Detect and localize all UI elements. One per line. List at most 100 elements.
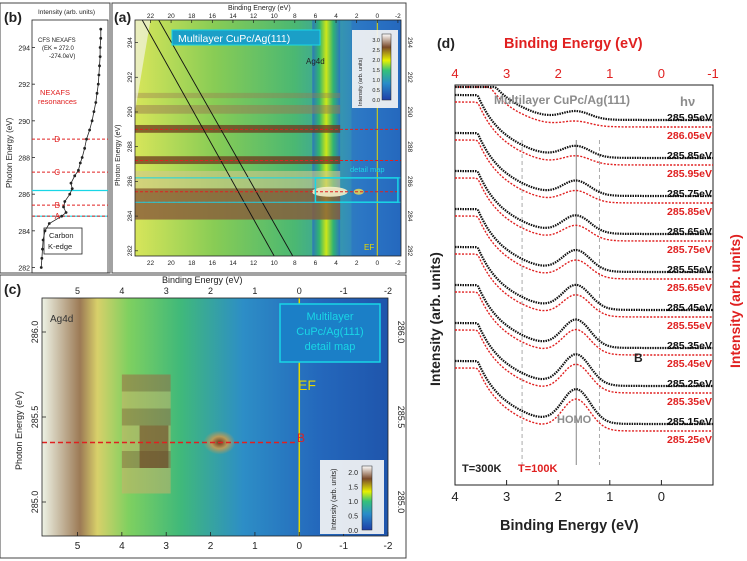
panel-c-xtick-label-top: 4 bbox=[119, 286, 124, 296]
panel-b-point bbox=[63, 200, 67, 203]
panel-b: (b) Intensity (arb. units) CFS NEXAFS (E… bbox=[0, 2, 111, 274]
panel-b-point bbox=[68, 192, 72, 196]
panel-b-point bbox=[77, 168, 80, 172]
panel-c-xtick-label-top: 1 bbox=[252, 286, 257, 296]
panel-d-spectrum-T300K bbox=[455, 245, 713, 312]
panel-b-point bbox=[85, 137, 88, 141]
panel-a-xtick-label-bottom: 20 bbox=[167, 260, 175, 267]
panel-b-yticks: 282 284 286 288 290 292 294 bbox=[18, 46, 35, 273]
panel-b-edge-box bbox=[43, 227, 83, 255]
panel-d-spectrum-T100K bbox=[455, 86, 713, 128]
panel-c-b: B bbox=[297, 431, 305, 445]
panel-d-spectrum-T300K bbox=[455, 283, 713, 350]
panel-a-xtick-label-bottom: 12 bbox=[250, 260, 258, 267]
panel-a-colorbar-ticks: 0.0 0.5 1.0 1.5 2.0 2.5 3.0 bbox=[372, 38, 380, 104]
panel-d-spectrum-T300K bbox=[455, 207, 713, 274]
panel-a-xtick-label-top: 22 bbox=[147, 13, 155, 20]
panel-c-xlabel-top: Binding Energy (eV) bbox=[162, 275, 243, 285]
panel-a-xtick-label-bottom: 22 bbox=[147, 260, 155, 267]
panel-b-resonance-label-D: D bbox=[54, 135, 60, 144]
panel-b-point bbox=[96, 82, 100, 86]
panel-d-spectrum-T300K bbox=[455, 169, 713, 236]
panel-d-hv-label-T100K: 285.25eV bbox=[667, 434, 712, 446]
panel-c-colorbar-tick: 0.5 bbox=[348, 513, 358, 520]
panel-b-point bbox=[41, 238, 45, 242]
panel-a-xtick-label-top: 18 bbox=[188, 13, 196, 20]
panel-c-xtick-label-top: 0 bbox=[297, 286, 302, 296]
panel-a-ytick-label-right: 282 bbox=[406, 245, 413, 256]
panel-c-colorbar-tick: 1.5 bbox=[348, 484, 358, 491]
panel-a-ag4d: Ag4d bbox=[306, 57, 325, 66]
panel-d-xtick-label-top: 4 bbox=[451, 66, 458, 81]
panel-b-resonances-2: resonances bbox=[38, 97, 77, 106]
panel-a-xtick-label-top: 20 bbox=[167, 13, 175, 20]
panel-a-title-box bbox=[171, 29, 321, 46]
panel-a-xtick-label-top: 4 bbox=[334, 13, 338, 20]
panel-d-hv-labels: 285.95eV 286.05eV 285.85eV 285.95eV 285.75eV… bbox=[667, 112, 712, 446]
panel-d-spectrum-T300K bbox=[455, 93, 713, 160]
panel-a-xtick-label-top: 10 bbox=[271, 13, 279, 20]
panel-c-xtick-label-bottom: 0 bbox=[297, 541, 303, 552]
panel-b-point bbox=[83, 146, 87, 150]
panel-d-spectrum-T300K bbox=[455, 359, 713, 426]
panel-a-colorbar-tick: 0.0 bbox=[372, 98, 380, 104]
panel-a-xtick-label-bottom: 14 bbox=[229, 260, 237, 267]
panel-d-xlabel-bottom: Binding Energy (eV) bbox=[500, 518, 639, 534]
panel-b-ytick-label: 294 bbox=[18, 46, 30, 53]
panel-c-title-3: detail map bbox=[305, 341, 356, 353]
panel-d-ylabel-right: Intensity (arb. units) bbox=[727, 234, 743, 368]
panel-d-hv-label-T300K: 285.85eV bbox=[667, 150, 712, 162]
panel-c-yticks: 285.0 285.0 285.5 285.5 286.0 286.0 bbox=[30, 321, 406, 514]
panel-a-resonance-stripe bbox=[135, 92, 341, 99]
panel-b-point bbox=[92, 110, 96, 114]
panel-b-point bbox=[70, 187, 74, 191]
panel-c-ytick-label: 285.5 bbox=[30, 406, 40, 429]
panel-b-point bbox=[73, 174, 77, 178]
panel-a-xtick-label-top: -2 bbox=[395, 13, 401, 20]
panel-d-spectrum-T300K bbox=[455, 321, 713, 388]
panel-d-hv-label-T100K: 285.85eV bbox=[667, 206, 712, 218]
panel-d-b: B bbox=[634, 351, 643, 365]
panel-b-point bbox=[41, 247, 44, 251]
panel-c-xtick-label-top: -2 bbox=[384, 286, 392, 296]
panel-c: (c) Binding Energy (eV) Photon Energy (e… bbox=[0, 274, 407, 559]
panel-b-point bbox=[98, 64, 101, 68]
panel-c-colorbar-label: Intensity (arb. units) bbox=[331, 469, 338, 530]
panel-c-xtick-label-bottom: 1 bbox=[252, 541, 258, 552]
panel-c-xtick-label-bottom: 4 bbox=[119, 541, 125, 552]
panel-d-t300: T=300K bbox=[462, 463, 501, 475]
panel-a-ytick-label: 284 bbox=[127, 210, 134, 221]
panel-a-xtick-label-bottom: 0 bbox=[375, 260, 379, 267]
panel-b-point bbox=[90, 119, 94, 123]
panel-d-xtick-label-bottom: 3 bbox=[503, 489, 510, 504]
panel-a-xtick-label-top: 0 bbox=[375, 13, 379, 20]
panel-a-xtick-label-bottom: -2 bbox=[395, 260, 401, 267]
panel-c-stripe bbox=[121, 408, 171, 426]
panel-b-point bbox=[78, 161, 82, 165]
panel-b-ytick-label: 282 bbox=[18, 266, 30, 273]
panel-a-xtick-label-bottom: 6 bbox=[314, 260, 318, 267]
panel-d-hv-label-T300K: 285.35eV bbox=[667, 340, 712, 352]
panel-a-ylabel: Photon Energy (eV) bbox=[115, 125, 122, 186]
panel-a-ytick-label-right: 286 bbox=[406, 176, 413, 187]
panel-c-colorbar-ticks: 0.0 0.5 1.0 1.5 2.0 bbox=[348, 470, 358, 535]
panel-b-point bbox=[88, 128, 91, 132]
panel-d-spectrum-T100K bbox=[455, 177, 713, 242]
panel-b-point bbox=[43, 229, 47, 233]
panel-a-title: Multilayer CuPc/Ag(111) bbox=[178, 33, 290, 45]
panel-a-label: (a) bbox=[114, 9, 131, 25]
panel-a-ytick-label-right: 294 bbox=[406, 37, 413, 48]
panel-b-point bbox=[47, 222, 51, 225]
panel-a-axes bbox=[134, 19, 402, 257]
panel-b-point bbox=[39, 266, 43, 269]
panel-c-colorbar bbox=[361, 465, 373, 531]
panel-a-detail-box bbox=[314, 177, 399, 203]
panel-c-ytick-label-right: 285.0 bbox=[396, 491, 406, 514]
panel-d-hv-label-T100K: 286.05eV bbox=[667, 130, 712, 142]
panel-d-ylabel-left: Intensity (arb. units) bbox=[427, 252, 443, 386]
panel-c-xtick-label-bottom: -2 bbox=[384, 541, 393, 552]
panel-b-point bbox=[98, 55, 102, 59]
panel-a-hot-spot bbox=[311, 186, 348, 197]
panel-d-spectra bbox=[455, 85, 713, 432]
